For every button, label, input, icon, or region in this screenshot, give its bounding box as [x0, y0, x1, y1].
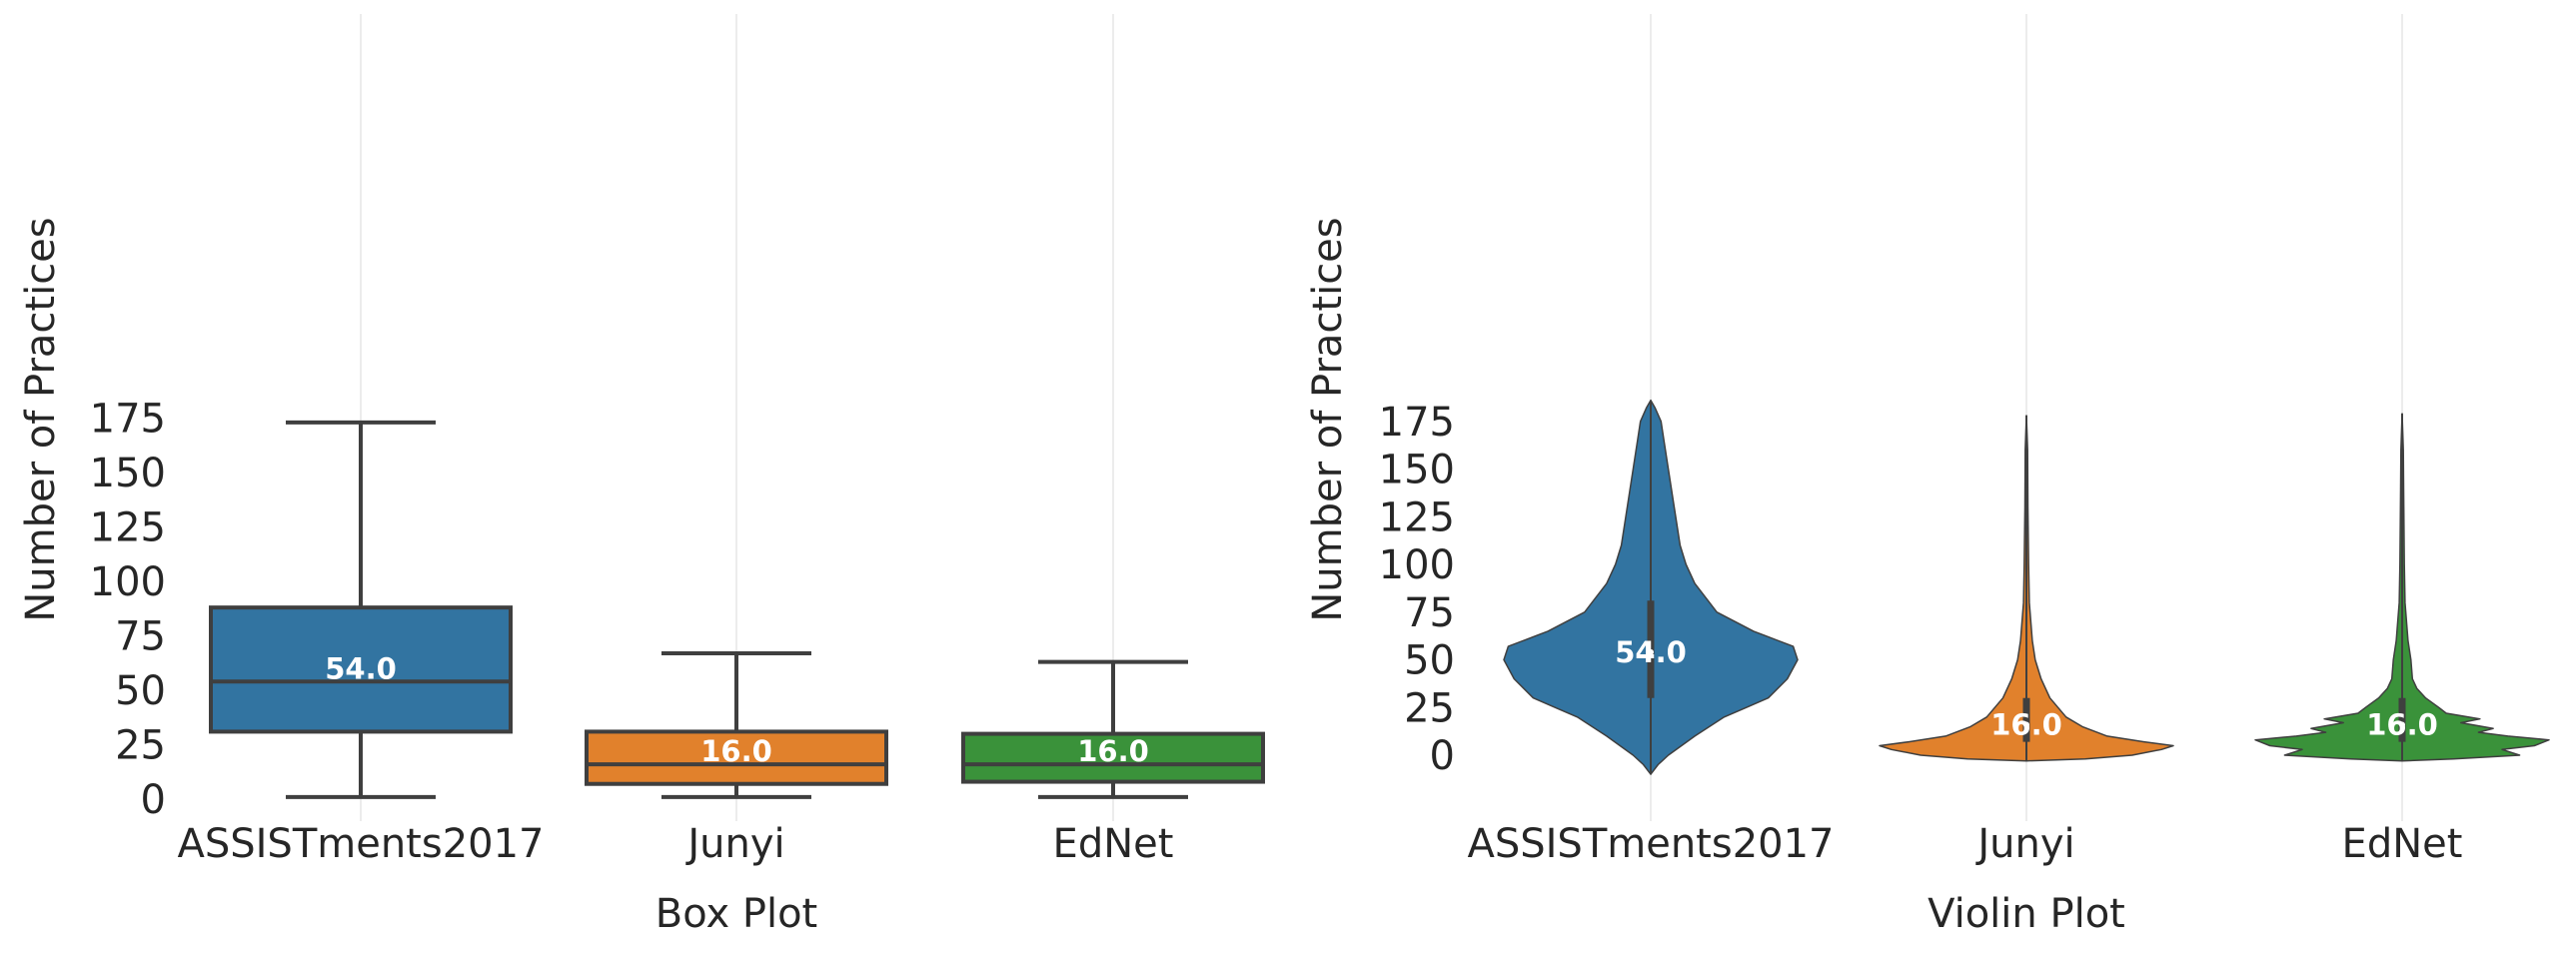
median-label: 16.0 [1077, 734, 1149, 768]
box-plot-panel: 0 25 50 75 100 125 150 175 Number of Practices Bo… [18, 14, 1265, 937]
y-tick-label: 75 [115, 614, 166, 660]
y-tick-label: 100 [90, 559, 166, 605]
median-label: 16.0 [1990, 707, 2062, 741]
y-tick-label: 175 [1379, 400, 1455, 446]
y-tick-label: 175 [90, 397, 166, 443]
y-tick-label: 0 [141, 777, 166, 823]
x-tick-label: Junyi [1974, 821, 2074, 867]
median-label: 16.0 [2366, 707, 2438, 741]
y-tick-label: 150 [1379, 448, 1455, 493]
median-label: 54.0 [1615, 635, 1687, 669]
y-tick-label: 0 [1430, 733, 1455, 779]
y-tick-label: 125 [90, 505, 166, 551]
median-label: 54.0 [325, 651, 397, 685]
y-tick-label: 150 [90, 451, 166, 496]
x-tick-label: EdNet [2342, 821, 2463, 867]
box [209, 605, 513, 734]
violin-median-dot [2399, 721, 2405, 728]
y-tick-label: 25 [1404, 685, 1455, 731]
x-axis-label: Box Plot [655, 891, 817, 937]
y-tick-label: 75 [1404, 590, 1455, 636]
y-axis-label: Number of Practices [18, 217, 64, 621]
box [585, 729, 888, 786]
violin-median-dot [2023, 721, 2029, 728]
y-tick-label: 50 [115, 668, 166, 714]
y-tick-label: 125 [1379, 494, 1455, 540]
box [961, 731, 1265, 784]
violin-median-dot [1648, 648, 1654, 655]
y-axis-label: Number of Practices [1305, 217, 1351, 621]
median-label: 16.0 [700, 734, 772, 768]
x-tick-label: Junyi [684, 821, 784, 867]
x-tick-label: EdNet [1053, 821, 1174, 867]
x-axis-label: Violin Plot [1928, 891, 2125, 937]
y-tick-label: 25 [115, 723, 166, 769]
y-tick-label: 100 [1379, 542, 1455, 588]
x-tick-label: ASSISTments2017 [177, 821, 544, 867]
y-tick-label: 50 [1404, 638, 1455, 684]
x-tick-label: ASSISTments2017 [1467, 821, 1834, 867]
